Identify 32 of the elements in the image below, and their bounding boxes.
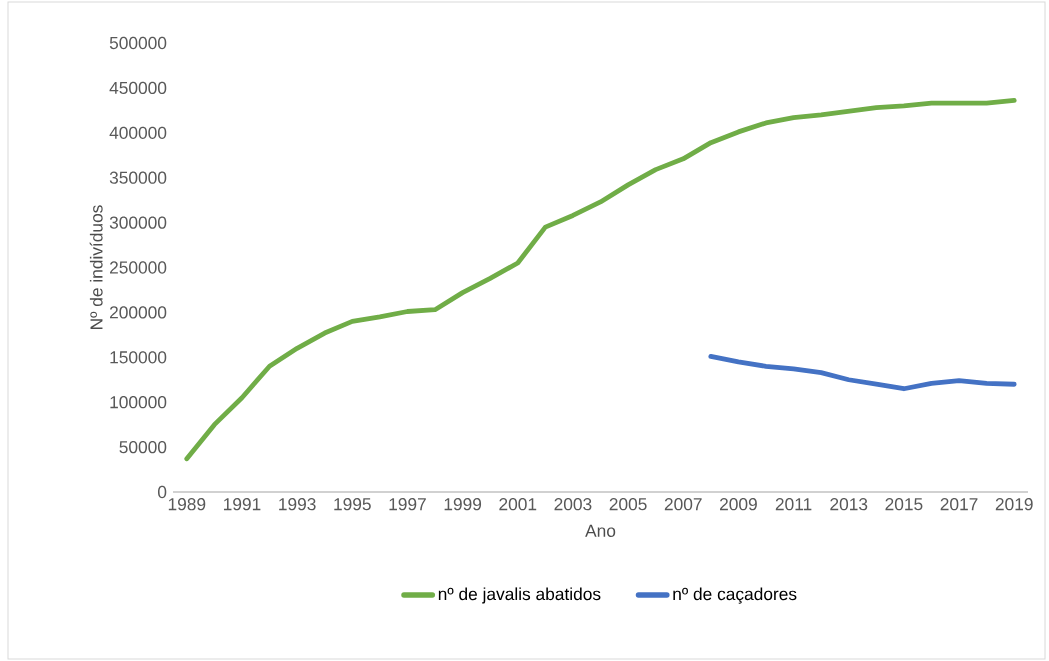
y-tick-label: 300000 [109,216,167,229]
y-tick-label: 450000 [109,81,167,95]
legend-label: nº de javalis abatidos [438,587,601,604]
x-tick-label: 2015 [885,498,923,511]
y-tick-label: 200000 [110,306,167,319]
x-tick-label: 2009 [720,498,757,511]
y-tick-label: 400000 [109,126,167,139]
x-tick-label: 1991 [223,498,261,511]
x-tick-label: 2001 [499,498,537,511]
x-tick-label: 1997 [389,498,426,511]
y-tick-label: 350000 [109,171,167,184]
x-tick-label: 1999 [444,498,482,511]
x-tick-label: 2007 [664,498,702,511]
x-tick-label: 2013 [830,498,868,511]
y-tick-label: 150000 [110,351,167,364]
y-tick-label: 100000 [110,396,167,409]
x-tick-label: 2003 [554,498,592,511]
x-tick-label: 1995 [334,498,371,511]
x-tick-label: 2017 [940,498,978,511]
y-tick-label: 0 [157,485,167,499]
x-tick-label: 2011 [775,498,812,511]
line-series [708,354,1017,392]
legend-label: nº de caçadores [673,587,797,604]
x-tick-label: 2019 [995,498,1033,511]
x-tick-label: 1989 [168,498,206,511]
y-tick-label: 500000 [109,36,167,50]
x-axis-title: Ano [585,524,616,537]
y-tick-label: 250000 [110,261,167,274]
x-tick-label: 2005 [609,498,647,511]
y-axis-title: Nº de indivíduos [89,205,103,329]
x-tick-label: 1993 [279,498,316,511]
y-tick-label: 50000 [119,440,167,454]
